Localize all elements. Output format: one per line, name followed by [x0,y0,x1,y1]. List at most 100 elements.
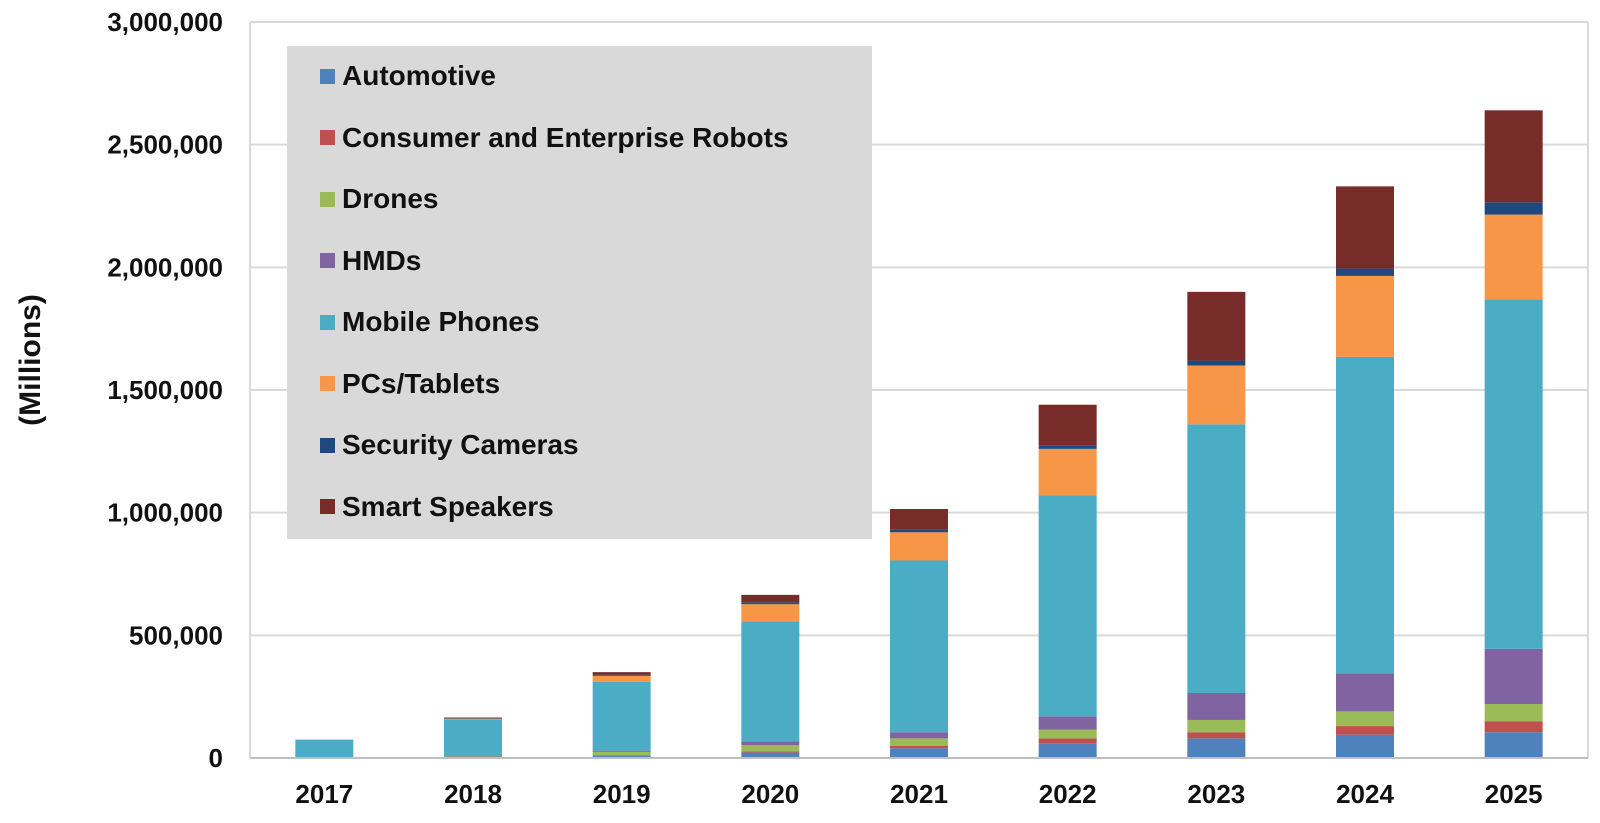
legend-swatch [320,376,335,391]
bar-segment [1336,711,1394,727]
bar-segment [1187,365,1246,425]
bar-segment [444,717,502,719]
x-tick-label: 2018 [444,779,502,809]
bar-segment [741,604,800,622]
bar-segment [444,756,502,757]
legend: Automotive Consumer and Enterprise Robots… [287,46,872,539]
bar-segment [1336,268,1394,276]
legend-item: Security Cameras [320,429,579,460]
x-tick-label: 2023 [1187,779,1245,809]
bar-segment [1038,448,1097,496]
bar-segment [444,756,502,758]
legend-swatch [320,130,335,145]
bar-segment [1336,734,1394,758]
bar-segment [1038,716,1097,730]
bar-segment [890,732,948,739]
bar-segment [1336,356,1394,674]
bars [295,110,1543,759]
bar-segment [1484,732,1543,758]
legend-item: Automotive [320,60,496,91]
bar-segment [1336,726,1394,735]
y-tick-label: 0 [209,743,223,773]
legend-swatch [320,437,335,453]
legend-item: Consumer and Enterprise Robots [320,121,789,153]
bar-segment [890,745,948,749]
x-tick-label: 2022 [1039,779,1097,809]
bar-segment [592,674,651,676]
legend-item: HMDs [320,244,422,276]
bar-segment [592,681,651,751]
bar-segment [890,532,948,561]
bar-segment [1187,692,1246,720]
y-tick-label: 2,500,000 [107,130,223,160]
y-axis-title: (Millions) [14,294,47,426]
bar-segment [890,529,948,533]
bar-segment [1484,214,1543,300]
legend-item: Mobile Phones [320,306,540,337]
bar-segment [1038,729,1097,739]
bar-segment [741,752,800,758]
x-tick-label: 2024 [1336,779,1394,809]
bar-segment [444,719,502,757]
x-tick-label: 2019 [593,779,651,809]
bar-segment [1187,360,1246,366]
bar-segment [1336,186,1394,269]
bar-segment [741,745,800,752]
bar-segment [444,718,502,720]
bar-segment [1187,424,1246,693]
bar-segment [1187,732,1246,739]
bar-segment [1038,445,1097,449]
bar-segment [592,672,651,675]
x-tick-label: 2017 [295,779,353,809]
legend-label: Smart Speakers [342,490,554,522]
bar-segment [890,508,948,530]
bar-segment [741,621,800,742]
bar-segment [741,741,800,746]
legend-label: Security Cameras [342,429,579,460]
bar-segment [1484,202,1543,215]
bar-segment [592,751,651,756]
legend-label: HMDs [342,244,422,276]
legend-swatch [320,314,335,330]
axes: 0 500,000 1,000,000 1,500,000 2,000,000 2,500… [107,7,1589,809]
legend-label: PCs/Tablets [342,367,501,399]
bar-segment [741,594,800,603]
bar-segment [1187,719,1246,733]
bar-segment [592,755,651,757]
bar-segment [295,739,354,758]
bar-segment [1038,738,1097,744]
legend-item: PCs/Tablets [320,367,501,399]
bar-segment [592,675,651,682]
legend-label: Mobile Phones [342,306,540,337]
y-tick-label: 2,000,000 [107,252,223,282]
legend-label: Automotive [342,60,496,91]
y-tick-label: 1,500,000 [107,375,223,405]
bar-segment [1187,291,1246,361]
bar-segment [1038,404,1097,446]
x-tick-label: 2021 [890,779,948,809]
bar-segment [1484,704,1543,722]
legend-swatch [320,253,335,268]
x-tick-label: 2020 [741,779,799,809]
bar-segment [1038,495,1097,717]
bar-segment [1484,648,1543,705]
legend-item: Smart Speakers [320,490,554,522]
bar-segment [1187,738,1246,758]
bar-segment [890,748,948,758]
bar-segment [741,751,800,753]
bar-segment [1038,743,1097,758]
bar-segment [592,750,651,752]
bar-segment [890,738,948,746]
bar-segment [444,718,502,719]
legend-swatch [320,499,335,514]
bar-segment [741,602,800,605]
legend-item: Drones [320,183,438,214]
x-tick-label: 2025 [1485,779,1543,809]
legend-label: Consumer and Enterprise Robots [342,121,789,153]
y-tick-label: 1,000,000 [107,498,223,528]
bar-segment [1484,299,1543,649]
y-tick-label: 3,000,000 [107,7,223,37]
y-tick-label: 500,000 [129,620,223,650]
bar-segment [1336,673,1394,712]
legend-swatch [320,191,335,207]
